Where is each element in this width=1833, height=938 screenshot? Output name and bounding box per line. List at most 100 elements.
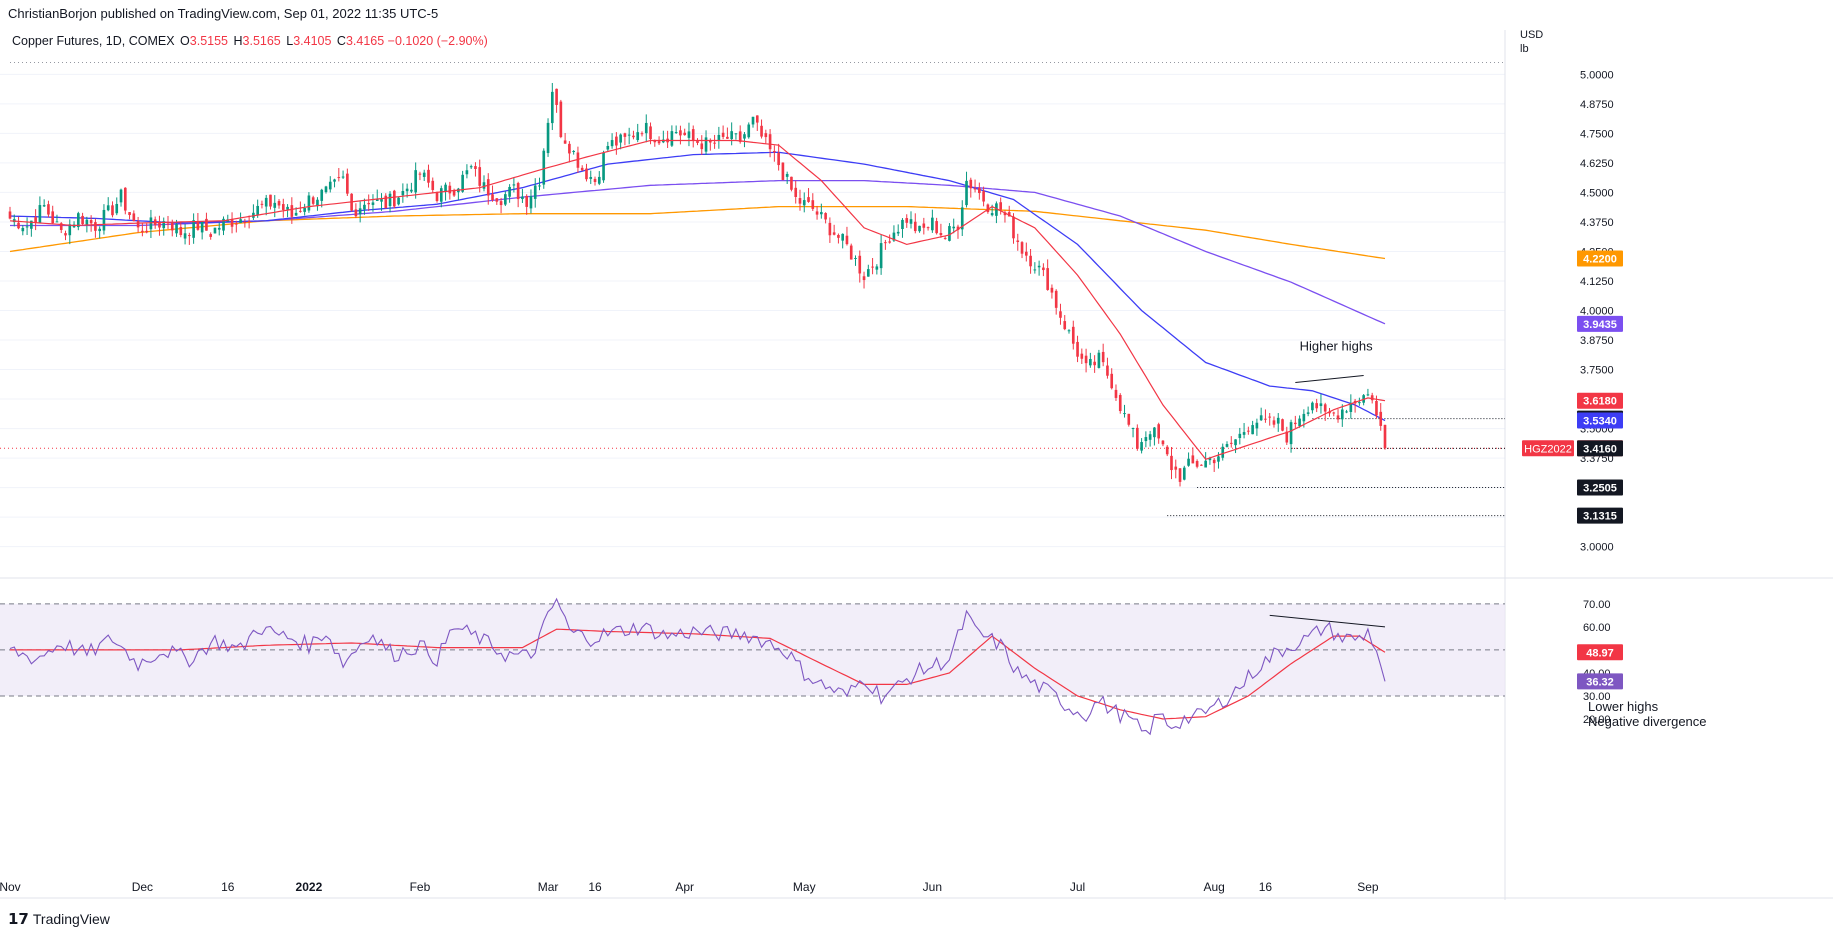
annotation-negative-divergence: Negative divergence: [1588, 714, 1707, 729]
time-tick-label: Apr: [675, 880, 694, 894]
candle-body: [1298, 418, 1301, 427]
candle-up: [213, 227, 217, 234]
candle-body: [1229, 442, 1233, 444]
candle-up: [948, 223, 951, 242]
candle-body: [627, 134, 631, 136]
candle-down: [798, 189, 802, 211]
candle-body: [136, 221, 140, 228]
price-tick-label: 3.0000: [1580, 542, 1614, 554]
candle-up: [1306, 406, 1310, 417]
candle-body: [504, 194, 507, 205]
candle-body: [307, 195, 311, 211]
candle-body: [85, 219, 89, 225]
candle-down: [59, 222, 63, 234]
candle-up: [572, 150, 575, 155]
candle-body: [538, 185, 541, 187]
candle-down: [1170, 447, 1173, 480]
rsi-axis-label: 36.32: [1577, 673, 1623, 690]
candle-down: [8, 206, 12, 220]
candle-down: [691, 125, 695, 148]
candle-body: [380, 199, 383, 202]
candle-up: [1037, 260, 1041, 276]
candle-body: [1315, 403, 1318, 409]
candle-down: [615, 132, 618, 155]
candle-body: [521, 196, 524, 200]
candle-body: [781, 162, 785, 180]
candle-body: [196, 220, 200, 230]
candle-body: [730, 131, 733, 140]
brand-footer[interactable]: 𝟭𝟳 TradingView: [8, 910, 110, 928]
candle-up: [324, 185, 328, 194]
ma200-line: [9, 205, 1386, 260]
candle-body: [1136, 427, 1139, 449]
candle-body: [64, 233, 67, 236]
candle-body: [469, 166, 473, 168]
candle-up: [747, 122, 751, 139]
candle-down: [128, 212, 131, 220]
candle-up: [589, 170, 593, 185]
candle-down: [354, 203, 358, 219]
candle-body: [277, 201, 281, 206]
candle-up: [1033, 262, 1037, 274]
candle-body: [59, 223, 63, 230]
candle-down: [781, 162, 785, 181]
candle-down: [179, 222, 183, 238]
candle-body: [333, 179, 336, 182]
candle-up: [388, 191, 392, 213]
candle-down: [277, 199, 281, 209]
candle-down: [1165, 445, 1169, 457]
candle-down: [123, 187, 127, 215]
candle-body: [576, 152, 580, 168]
candle-down: [1161, 440, 1165, 447]
price-tick-label: 3.7500: [1580, 365, 1614, 377]
symbol-title: Copper Futures, 1D, COMEX: [12, 34, 175, 48]
candle-body: [1358, 402, 1361, 404]
candle-body: [602, 152, 605, 181]
candle-body: [802, 200, 806, 206]
candle-body: [1217, 456, 1220, 462]
candle-up: [397, 196, 400, 206]
candle-up: [363, 198, 366, 215]
rsi-axis-label-text: 48.97: [1586, 647, 1614, 659]
candle-body: [597, 176, 601, 184]
candle-up: [1148, 430, 1152, 447]
time-tick-label: Jul: [1070, 880, 1085, 894]
candle-down: [884, 239, 887, 250]
close-value: 3.4165: [345, 34, 385, 48]
candle-body: [1225, 444, 1229, 447]
candle-body: [188, 235, 191, 237]
candle-body: [1340, 409, 1344, 420]
candle-down: [418, 171, 422, 181]
candle-body: [768, 134, 772, 150]
candle-down: [871, 258, 874, 275]
candle-body: [713, 142, 716, 144]
candle-down: [1229, 436, 1233, 448]
candle-body: [299, 210, 302, 212]
price-tick-label: 3.8750: [1580, 335, 1614, 347]
candle-body: [465, 170, 469, 175]
candle-body: [439, 188, 443, 202]
candle-down: [1106, 357, 1109, 379]
candle-body: [491, 194, 494, 201]
candle-up: [1340, 404, 1344, 427]
candle-down: [367, 194, 371, 212]
candle-body: [170, 222, 174, 231]
candle-down: [47, 200, 50, 218]
candle-body: [1157, 424, 1160, 439]
candle-body: [1093, 361, 1096, 366]
candle-body: [363, 204, 366, 210]
candle-down: [683, 128, 687, 136]
candle-down: [64, 230, 67, 241]
candle-body: [1020, 242, 1024, 254]
candle-body: [1174, 466, 1178, 470]
candle-body: [1178, 468, 1182, 482]
candle-body: [820, 212, 823, 215]
candle-down: [824, 212, 827, 224]
candle-up: [1067, 329, 1071, 334]
candle-body: [337, 177, 341, 179]
candle-up: [320, 188, 324, 208]
candle-body: [1191, 455, 1195, 464]
candle-body: [837, 234, 840, 238]
candle-down: [94, 218, 97, 238]
